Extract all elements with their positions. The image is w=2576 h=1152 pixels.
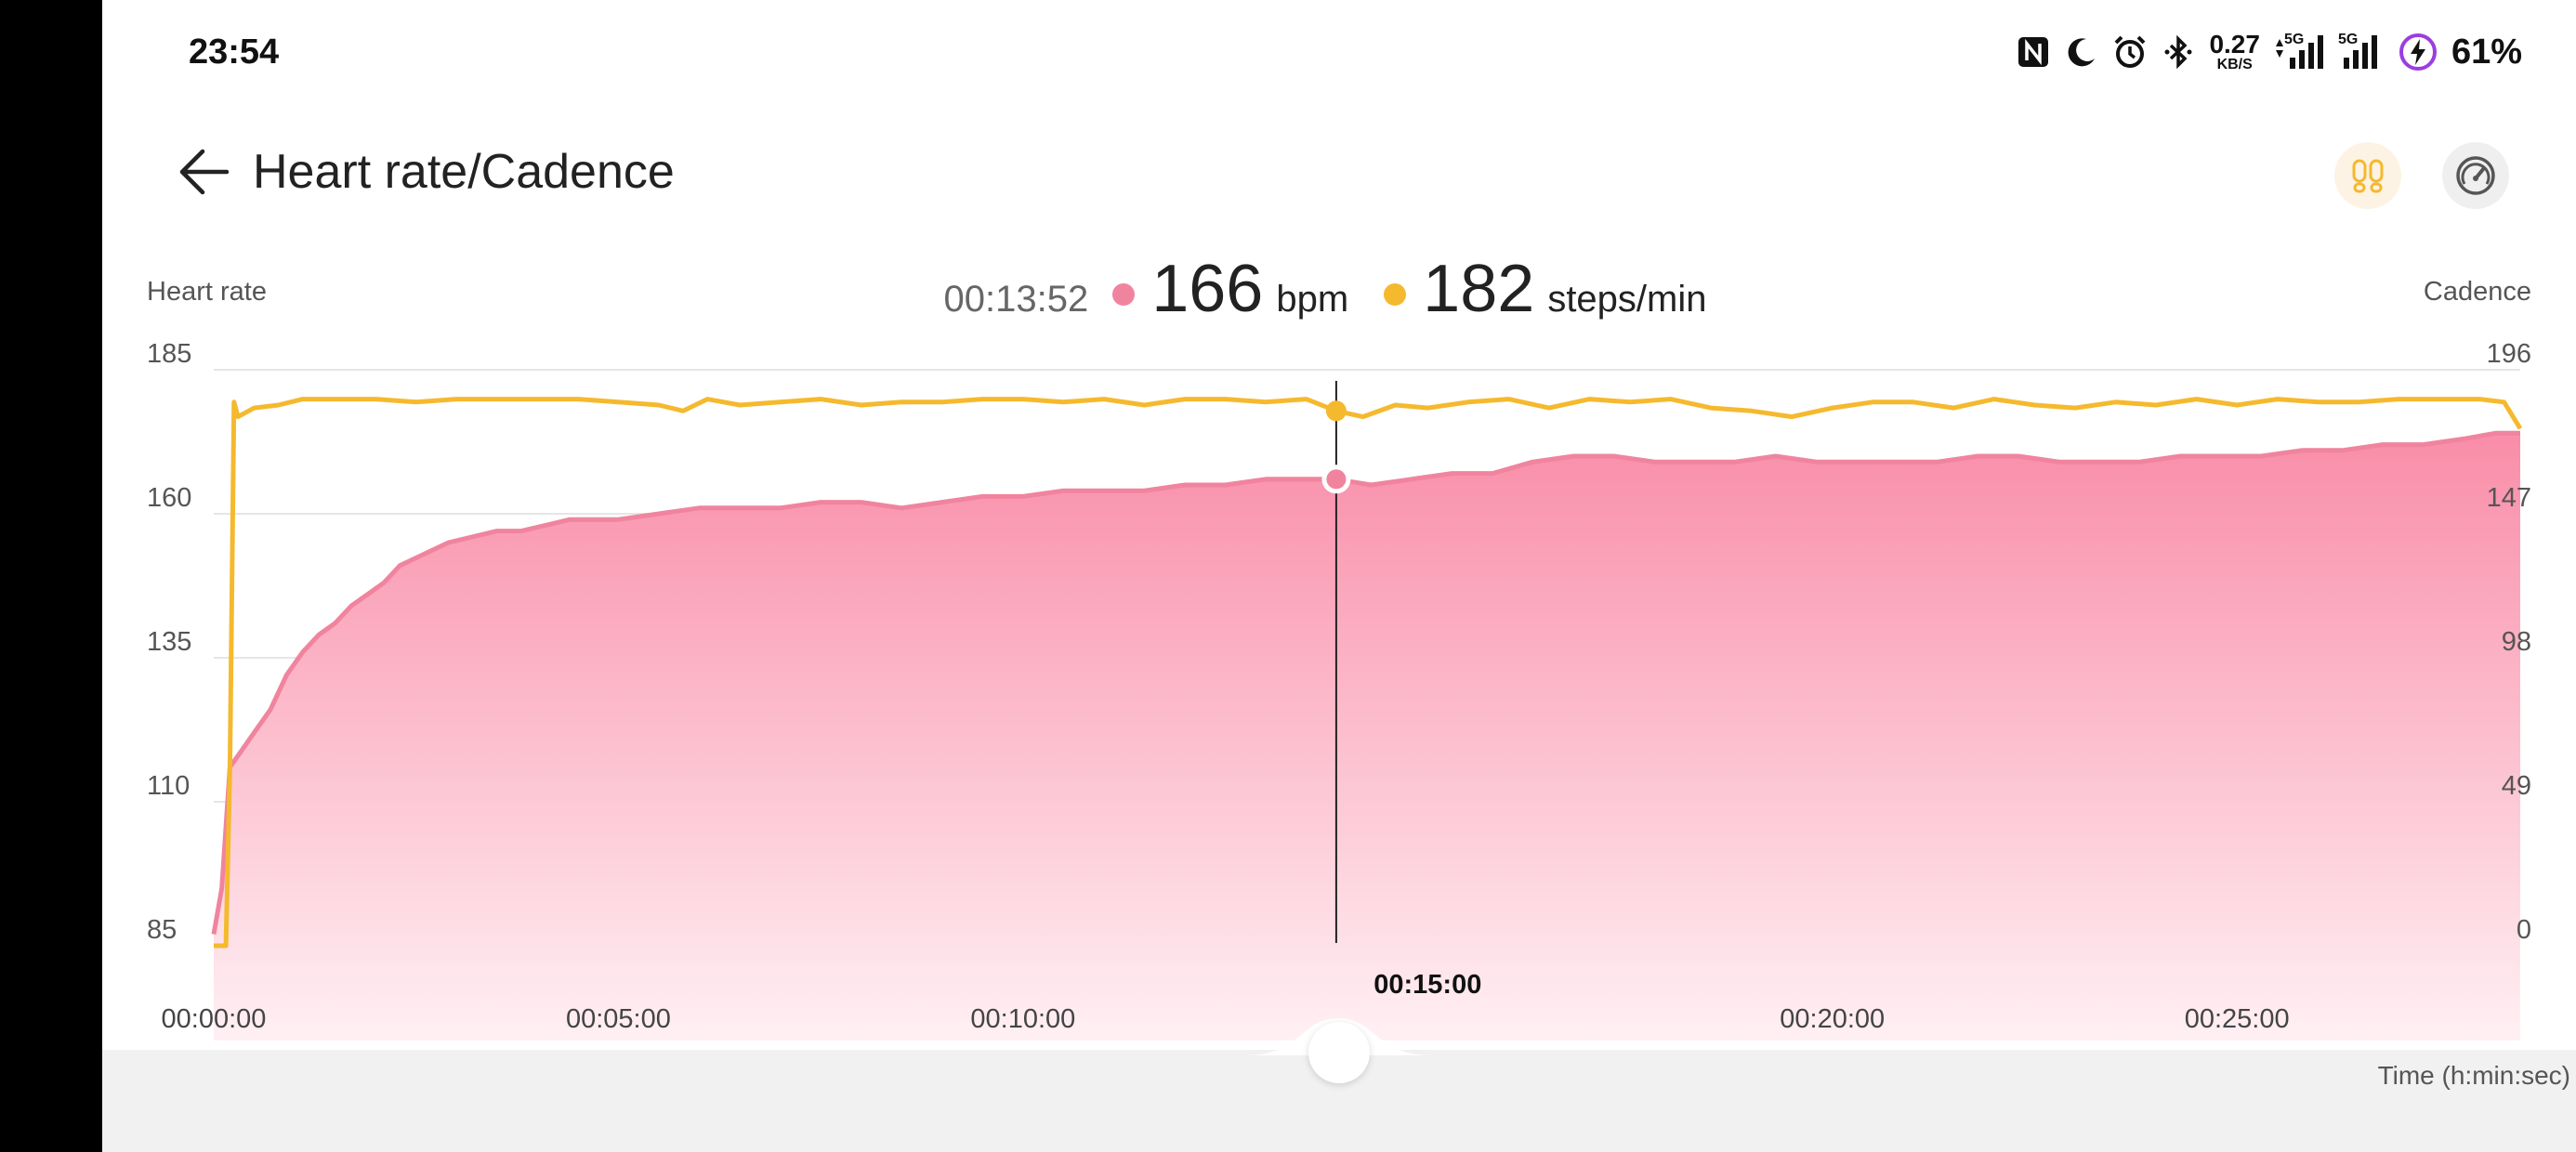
pace-toggle-button[interactable]	[2442, 142, 2509, 209]
heart-rate-fill	[214, 433, 2520, 1041]
heart-rate-cadence-chart[interactable]: 185 196 160 147 135 98 110 49 85 0 00:00:00 00:05:0…	[102, 0, 2576, 1152]
right-tick-label: 49	[2502, 771, 2531, 801]
app-screen: 23:54 0.27 KB/S 5G 5G 61%	[102, 0, 2576, 1152]
net-speed-unit: KB/S	[2216, 57, 2253, 72]
heart-rate-axis-title: Heart rate	[147, 277, 267, 307]
heart-rate-line	[211, 430, 2520, 936]
cadence-legend-dot	[1384, 283, 1407, 306]
current-readout: 00:13:52 166 bpm 182 steps/min	[102, 251, 2576, 327]
cadence-unit: steps/min	[1547, 279, 1707, 320]
x-tick-label: 00:00:00	[162, 1004, 267, 1034]
back-button[interactable]	[167, 135, 242, 209]
network-label: 5G	[2283, 32, 2305, 47]
cadence-axis-title: Cadence	[2423, 277, 2531, 307]
right-tick-label: 147	[2487, 483, 2531, 513]
signal-icon: 5G	[2273, 32, 2325, 71]
left-tick-label: 135	[147, 627, 191, 657]
x-tick-label: 00:10:00	[970, 1004, 1075, 1034]
status-time: 23:54	[189, 32, 280, 72]
heart-rate-marker	[1321, 465, 1351, 494]
x-tick-label-highlight: 00:15:00	[1373, 970, 1481, 1000]
alarm-icon	[2112, 34, 2148, 70]
nfc-icon	[2016, 34, 2051, 70]
battery-charging-icon	[2398, 32, 2438, 72]
x-tick-label: 00:25:00	[2185, 1004, 2290, 1034]
status-icons: 0.27 KB/S 5G 5G 61%	[2016, 26, 2522, 78]
x-tick-label: 00:20:00	[1780, 1004, 1885, 1034]
right-tick-label: 98	[2502, 627, 2531, 657]
scrub-handle[interactable]	[1308, 1022, 1370, 1083]
bluetooth-icon	[2161, 34, 2196, 70]
time-axis-title: Time (h:min:sec)	[2377, 1061, 2570, 1090]
series-lines	[211, 397, 2523, 949]
left-tick-label: 185	[147, 339, 191, 369]
left-tick-label: 85	[147, 915, 177, 945]
heart-rate-unit: bpm	[1276, 279, 1349, 320]
cadence-line	[214, 397, 2523, 949]
arrow-left-icon	[179, 149, 230, 195]
cadence-marker	[1325, 400, 1347, 422]
battery-level: 61%	[2451, 32, 2522, 72]
page-title: Heart rate/Cadence	[253, 145, 675, 199]
cadence-toggle-button[interactable]	[2334, 142, 2401, 209]
cadence-value: 182	[1423, 252, 1535, 326]
signal-icon: 5G	[2337, 32, 2385, 71]
heart-rate-area	[214, 433, 2520, 1041]
axis-ticks: 185 196 160 147 135 98 110 49 85 0 00:00:00 00:05:0…	[147, 339, 2531, 1034]
net-speed-value: 0.27	[2209, 30, 2260, 59]
left-tick-label: 110	[147, 771, 190, 801]
moon-icon	[2064, 34, 2099, 70]
header: Heart rate/Cadence	[167, 121, 675, 223]
speedometer-icon	[2456, 156, 2495, 195]
heart-rate-value: 166	[1151, 252, 1264, 326]
left-tick-label: 160	[147, 483, 191, 513]
heart-rate-legend-dot	[1112, 283, 1136, 306]
readout-time: 00:13:52	[943, 279, 1089, 320]
net-speed: 0.27 KB/S	[2209, 32, 2260, 72]
footprints-icon	[2352, 159, 2384, 193]
right-tick-label: 0	[2517, 915, 2531, 945]
right-tick-label: 196	[2487, 339, 2531, 369]
x-tick-label: 00:05:00	[566, 1004, 671, 1034]
network-label: 5G	[2337, 32, 2359, 47]
